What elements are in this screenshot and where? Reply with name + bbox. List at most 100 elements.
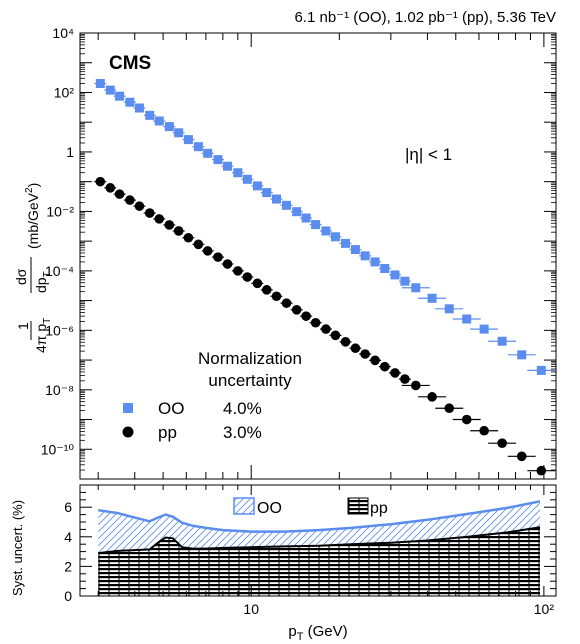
x-tick-label: 10² <box>534 601 555 617</box>
eta-cut-label: |η| < 1 <box>405 145 452 164</box>
legend-oo-name: OO <box>158 399 184 418</box>
pp-data-point <box>202 246 213 256</box>
pp-data-point <box>390 368 400 378</box>
pp-data-point <box>321 324 331 334</box>
legend-pp-marker <box>122 426 134 438</box>
bottom-plot-frame <box>79 484 557 597</box>
y-tick-label: 10⁻⁶ <box>45 322 74 338</box>
oo-data-point <box>105 85 115 95</box>
svg-text:(mb/GeV2): (mb/GeV2) <box>24 183 41 249</box>
pp-data-point <box>242 272 253 282</box>
y-tick-label: 0 <box>64 588 72 604</box>
svg-text:1: 1 <box>15 322 31 330</box>
oo-data-point <box>330 232 340 242</box>
pp-data-point <box>330 330 341 341</box>
svg-text:4π pT: 4π pT <box>33 318 53 353</box>
oo-data-point <box>292 207 302 217</box>
pp-data-point <box>261 285 272 295</box>
pp-data-point <box>479 425 489 436</box>
oo-data-point <box>390 270 400 280</box>
oo-data-point <box>174 128 184 138</box>
oo-data-point <box>145 110 155 120</box>
top-x-axis <box>97 33 545 479</box>
pp-data-point <box>164 220 175 230</box>
pp-data-point <box>291 305 302 315</box>
y-tick-label: 10⁻¹⁰ <box>41 441 75 457</box>
pp-data-point <box>134 201 145 211</box>
svg-text:dpT: dpT <box>33 271 53 293</box>
bottom-x-axis: 10 10² <box>97 485 555 617</box>
x-tick-label: 10 <box>243 601 259 617</box>
pp-data-point <box>213 252 223 262</box>
oo-data-point <box>536 365 546 375</box>
top-y-axis-label: 1 4π pT dσ dpT (mb/GeV2) <box>13 183 53 353</box>
oo-data-point <box>223 161 233 171</box>
pp-data-point <box>252 278 263 289</box>
pp-data-point <box>497 438 507 448</box>
oo-data-point <box>125 97 135 107</box>
oo-data-point <box>252 181 262 191</box>
oo-data-point <box>154 116 164 126</box>
y-tick-label: 10⁻² <box>46 203 74 219</box>
y-tick-label: 10² <box>54 84 75 100</box>
legend-oo-swatch <box>233 497 255 515</box>
y-tick-label: 4 <box>64 529 72 545</box>
bottom-legend: OO pp <box>233 497 388 517</box>
oo-data-point <box>360 251 370 261</box>
experiment-label: CMS <box>109 53 151 74</box>
pp-data-point <box>233 266 243 276</box>
pp-data-point <box>379 361 390 372</box>
y-tick-label: 10⁻⁸ <box>45 382 74 398</box>
oo-data-point <box>213 155 223 165</box>
top-plot-frame <box>79 32 557 480</box>
oo-data-point <box>242 174 252 184</box>
pp-data-point <box>301 311 311 321</box>
pp-data-point <box>114 189 125 199</box>
pp-syst-line <box>98 526 541 555</box>
oo-data-point <box>271 194 281 204</box>
oo-data-point <box>479 324 489 334</box>
legend-oo-value: 4.0% <box>223 399 262 418</box>
pp-syst-band <box>98 527 540 596</box>
pp-data-point <box>340 337 351 347</box>
oo-data-point <box>411 283 421 293</box>
x-axis-label: pT (GeV) <box>288 623 347 643</box>
y-tick-label: 10⁻⁴ <box>45 263 74 279</box>
oo-data-point <box>183 135 193 145</box>
legend-pp-name: pp <box>158 423 177 442</box>
oo-data-point <box>462 314 472 324</box>
legend-pp-value: 3.0% <box>223 423 262 442</box>
oo-data-point <box>115 91 125 101</box>
pp-data-point <box>350 343 361 354</box>
oo-data-point <box>321 226 331 236</box>
oo-data-point <box>203 148 213 158</box>
legend-title-line1: Normalization <box>198 349 302 368</box>
pp-data-point <box>444 403 455 414</box>
lumi-label: 6.1 nb⁻¹ (OO), 1.02 pb⁻¹ (pp), 5.36 TeV <box>294 9 556 26</box>
oo-data-point <box>301 213 311 223</box>
y-tick-label: 10⁴ <box>52 25 74 41</box>
oo-data-point <box>380 264 390 274</box>
pp-data-point <box>222 259 233 269</box>
svg-text:dσ: dσ <box>13 268 29 285</box>
legend-title-line2: uncertainty <box>208 371 292 390</box>
oo-data-point <box>311 220 321 230</box>
y-tick-label: 6 <box>64 499 72 515</box>
pp-data-point <box>410 380 421 391</box>
legend-pp-label: pp <box>370 500 388 517</box>
pp-data-point <box>144 208 155 218</box>
pp-data-point <box>105 183 116 193</box>
oo-data-point <box>164 122 174 132</box>
bottom-y-axis: 0 2 4 6 <box>64 491 556 604</box>
oo-data-point <box>193 142 203 152</box>
legend-oo-marker <box>123 403 133 413</box>
pp-data-point <box>183 232 194 243</box>
bottom-y-axis-label: Syst. uncert. (%) <box>10 500 25 596</box>
legend-oo-label: OO <box>257 500 282 517</box>
pp-data-point <box>461 414 472 425</box>
pp-data-point <box>125 195 135 205</box>
oo-data-point <box>444 304 454 314</box>
oo-data-point <box>517 350 527 360</box>
pp-data-point <box>95 176 106 187</box>
